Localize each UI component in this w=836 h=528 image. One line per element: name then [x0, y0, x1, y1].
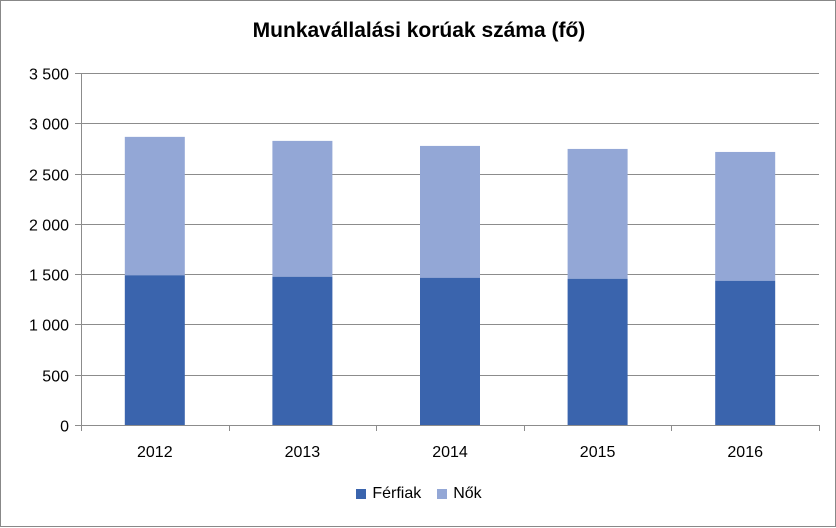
- bar-nok-2013: [272, 140, 333, 277]
- y-tick-label: 500: [42, 369, 69, 386]
- legend-label-ferfiak: Férfiak: [372, 485, 422, 502]
- bar-nok-2016: [715, 151, 776, 281]
- chart-legend: Férfiak Nők: [1, 485, 836, 503]
- bar-nok-2012: [124, 136, 185, 276]
- x-tick-label: 2016: [727, 444, 763, 461]
- bar-ferfiak-2014: [420, 277, 480, 425]
- y-tick-label: 0: [60, 419, 69, 436]
- legend-label-nok: Nők: [453, 485, 482, 502]
- bar-nok-2014: [420, 145, 480, 278]
- x-tick-label: 2013: [285, 444, 321, 461]
- bar-nok-2015: [567, 148, 628, 279]
- y-tick-label: 1 000: [29, 318, 69, 335]
- bar-ferfiak-2015: [567, 278, 628, 425]
- legend-swatch-ferfiak: [356, 489, 367, 499]
- x-tick-label: 2014: [432, 444, 468, 461]
- y-tick-label: 2 000: [29, 218, 69, 235]
- x-tick-label: 2012: [137, 444, 173, 461]
- y-tick-label: 2 500: [29, 168, 69, 185]
- y-tick-label: 3 000: [29, 117, 69, 134]
- legend-item-nok: Nők: [437, 485, 482, 503]
- y-tick-label: 1 500: [29, 268, 69, 285]
- y-tick-label: 3 500: [29, 67, 69, 84]
- bar-ferfiak-2012: [124, 275, 185, 425]
- legend-item-ferfiak: Férfiak: [356, 485, 421, 503]
- bar-ferfiak-2013: [272, 276, 333, 425]
- chart-title: Munkavállalási korúak száma (fő): [252, 19, 586, 42]
- x-tick-label: 2015: [580, 444, 616, 461]
- bar-ferfiak-2016: [715, 280, 776, 425]
- legend-swatch-nok: [437, 489, 448, 499]
